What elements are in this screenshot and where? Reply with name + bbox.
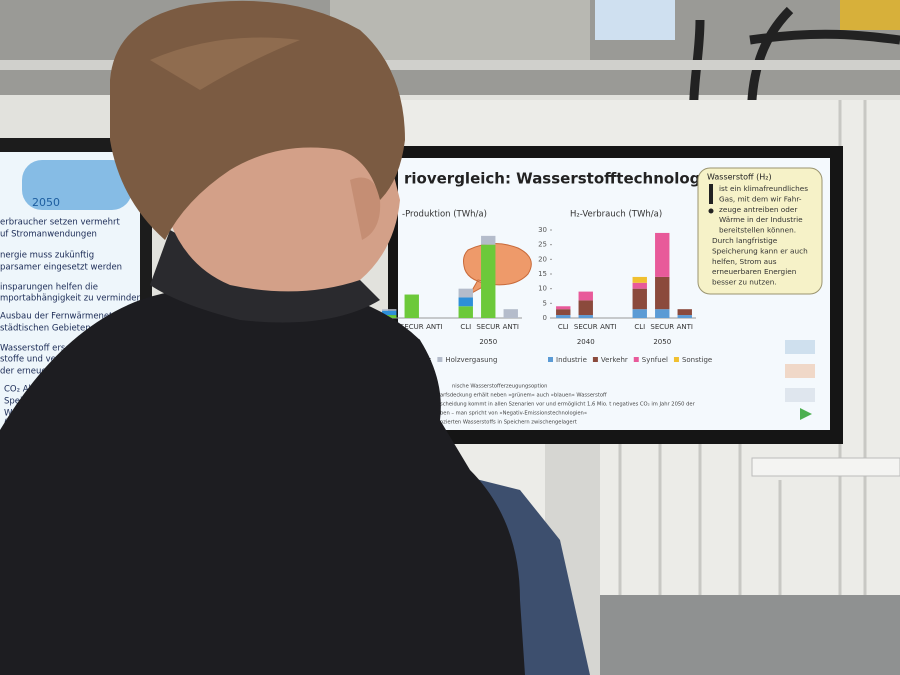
bar-segment [503, 309, 518, 318]
map-graphic [22, 160, 132, 210]
bar-segment [404, 294, 419, 318]
left-item: nergie muss zukünftig [0, 251, 94, 261]
legend-swatch [592, 357, 598, 362]
y-tick-label: 0 [543, 314, 547, 322]
info-line: zeuge antreiben oder [719, 205, 797, 214]
bar-segment [556, 315, 571, 318]
left-item: mportabhängigkeit zu verminder [0, 294, 140, 304]
y-tick-label: 25 [538, 241, 547, 249]
note-line: nische Wasserstofferzeugungsoption [452, 384, 547, 390]
floor-grating [595, 595, 900, 675]
x-tick-label: ANTI [503, 323, 519, 331]
bar-segment [556, 309, 571, 316]
x-tick-label: SECUR [650, 323, 674, 331]
bar-segment [458, 297, 473, 307]
yellow-sign [840, 0, 900, 30]
legend-label: Synfuel [642, 356, 668, 364]
bar-segment [481, 244, 496, 318]
x-tick-label: CLI [460, 323, 471, 331]
left-item: parsamer eingesetzt werden [0, 263, 122, 273]
info-line: helfen, Strom aus [712, 257, 777, 266]
info-line: bereitstellen können. [719, 226, 796, 235]
bar-segment [632, 276, 647, 283]
info-line: Durch langfristige [712, 236, 778, 245]
group-label: 2040 [577, 338, 595, 346]
pipe [0, 60, 900, 70]
y-tick-label: 10 [538, 285, 547, 293]
bar-segment [578, 300, 593, 316]
bar-segment [677, 309, 692, 316]
exclamation [709, 184, 713, 204]
info-line: Gas, mit dem wir Fahr- [719, 194, 802, 203]
chart-title: H₂-Verbrauch (TWh/a) [570, 210, 662, 220]
note-line: scheidung kommt in allen Szenarien vor u… [440, 402, 696, 408]
y-tick-label: 30 [538, 226, 547, 234]
note-line: arfsdeckung erhält neben »grünem« auch »… [440, 393, 607, 399]
bar-segment [677, 315, 692, 318]
info-box [697, 167, 823, 295]
left-item: städtischen Gebieten [0, 324, 91, 334]
legend-swatch [673, 357, 679, 362]
left-item: uf Stromanwendungen [0, 230, 97, 240]
y-tick-label: 5 [543, 299, 547, 307]
exclamation-dot [708, 208, 714, 214]
left-item: insparungen helfen die [0, 283, 98, 293]
legend-label: Verkehr [601, 356, 628, 364]
bar-segment [632, 282, 647, 289]
info-line: besser zu nutzen. [712, 278, 777, 287]
x-tick-label: SECUR [574, 323, 598, 331]
info-line: erneuerbaren Energien [712, 267, 796, 276]
left-year: 2050 [32, 196, 60, 209]
y-tick-label: 20 [538, 255, 547, 263]
info-line: ist ein klimafreundliches [719, 184, 808, 193]
bar-segment [632, 288, 647, 310]
bar-segment [382, 310, 397, 316]
note-line: ben – man spricht von »Negativ-Emissions… [440, 411, 587, 417]
x-tick-label: SECUR [476, 323, 500, 331]
nav-icons [785, 340, 815, 420]
info-line: Speicherung kann er auch [712, 246, 808, 255]
legend-label: Industrie [556, 356, 587, 364]
person [0, 0, 590, 675]
screen-title: riovergleich: Wasserstofftechnologien [404, 170, 726, 188]
bar-segment [458, 288, 473, 298]
group-label: 2050 [653, 338, 671, 346]
x-tick-label: SECUR [400, 323, 424, 331]
bar-segment [655, 276, 670, 310]
bar-segment [655, 232, 670, 277]
x-tick-label: CLI [634, 323, 645, 331]
window [595, 0, 675, 40]
legend-swatch [437, 357, 443, 362]
legend-label: Sonstige [682, 356, 712, 364]
x-tick-label: ANTI [600, 323, 616, 331]
bar-segment [578, 315, 593, 318]
legend-swatch [633, 357, 639, 362]
x-tick-label: ANTI [677, 323, 693, 331]
note-line: ozierten Wasserstoffs in Speichern zwisc… [440, 420, 577, 426]
group-label: 2050 [479, 338, 497, 346]
bar-segment [382, 315, 397, 318]
hose [749, 29, 900, 45]
info-title: Wasserstoff (H₂) [707, 173, 772, 182]
bar-segment [481, 235, 496, 245]
bar-segment [632, 309, 647, 318]
bar-segment [458, 306, 473, 318]
legend-swatch [548, 357, 553, 362]
info-line: Wärme in der Industrie [719, 215, 803, 224]
x-tick-label: ANTI [426, 323, 442, 331]
left-item: erbraucher setzen vermehrt [0, 218, 120, 228]
left-item: Ausbau der Fernwärmenetze in [0, 312, 133, 322]
bar-segment [382, 309, 397, 311]
legend-label: Holzvergasung [445, 356, 497, 364]
bar-segment [578, 291, 593, 301]
chart-title: -Produktion (TWh/a) [402, 210, 487, 220]
y-tick-label: 15 [538, 270, 547, 278]
bar-segment [556, 306, 571, 310]
x-tick-label: CLI [558, 323, 569, 331]
bar-segment [655, 309, 670, 318]
